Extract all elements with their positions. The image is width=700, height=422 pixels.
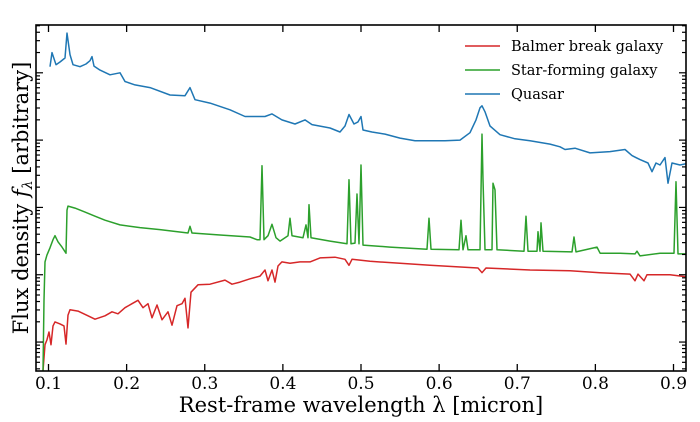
y-axis-label-prefix: Flux density xyxy=(9,197,33,334)
x-tick-labels: 0.1 0.2 0.3 0.4 0.5 0.6 0.7 0.8 0.9 xyxy=(35,374,687,394)
x-axis-label: Rest-frame wavelength λ [micron] xyxy=(179,393,543,417)
x-tick-label: 0.7 xyxy=(504,374,531,394)
legend: Balmer break galaxy Star-forming galaxy Qu… xyxy=(465,39,664,103)
legend-label: Quasar xyxy=(511,87,564,103)
y-axis-label-symbol: f xyxy=(9,186,33,199)
x-tick-label: 0.5 xyxy=(347,374,374,394)
series-line-balmer-break-galaxy xyxy=(42,256,686,371)
x-tick-label: 0.1 xyxy=(35,374,62,394)
y-axis-label-subscript: λ xyxy=(20,180,36,190)
legend-label: Star-forming galaxy xyxy=(511,63,658,79)
x-tick-label: 0.4 xyxy=(269,374,296,394)
y-axis-label-suffix: [arbitrary] xyxy=(9,62,33,181)
x-tick-label: 0.3 xyxy=(191,374,218,394)
plot-frame xyxy=(35,24,687,372)
x-tick-label: 0.2 xyxy=(113,374,140,394)
x-tick-label: 0.8 xyxy=(582,374,609,394)
series-line-quasar xyxy=(49,32,686,184)
legend-label: Balmer break galaxy xyxy=(511,39,664,55)
x-tick-label: 0.6 xyxy=(426,374,453,394)
series-line-star-forming-galaxy xyxy=(42,133,686,371)
series-layer xyxy=(42,32,686,371)
y-axis-label: Flux density fλ [arbitrary] xyxy=(9,62,36,335)
x-tick-label: 0.9 xyxy=(660,374,687,394)
